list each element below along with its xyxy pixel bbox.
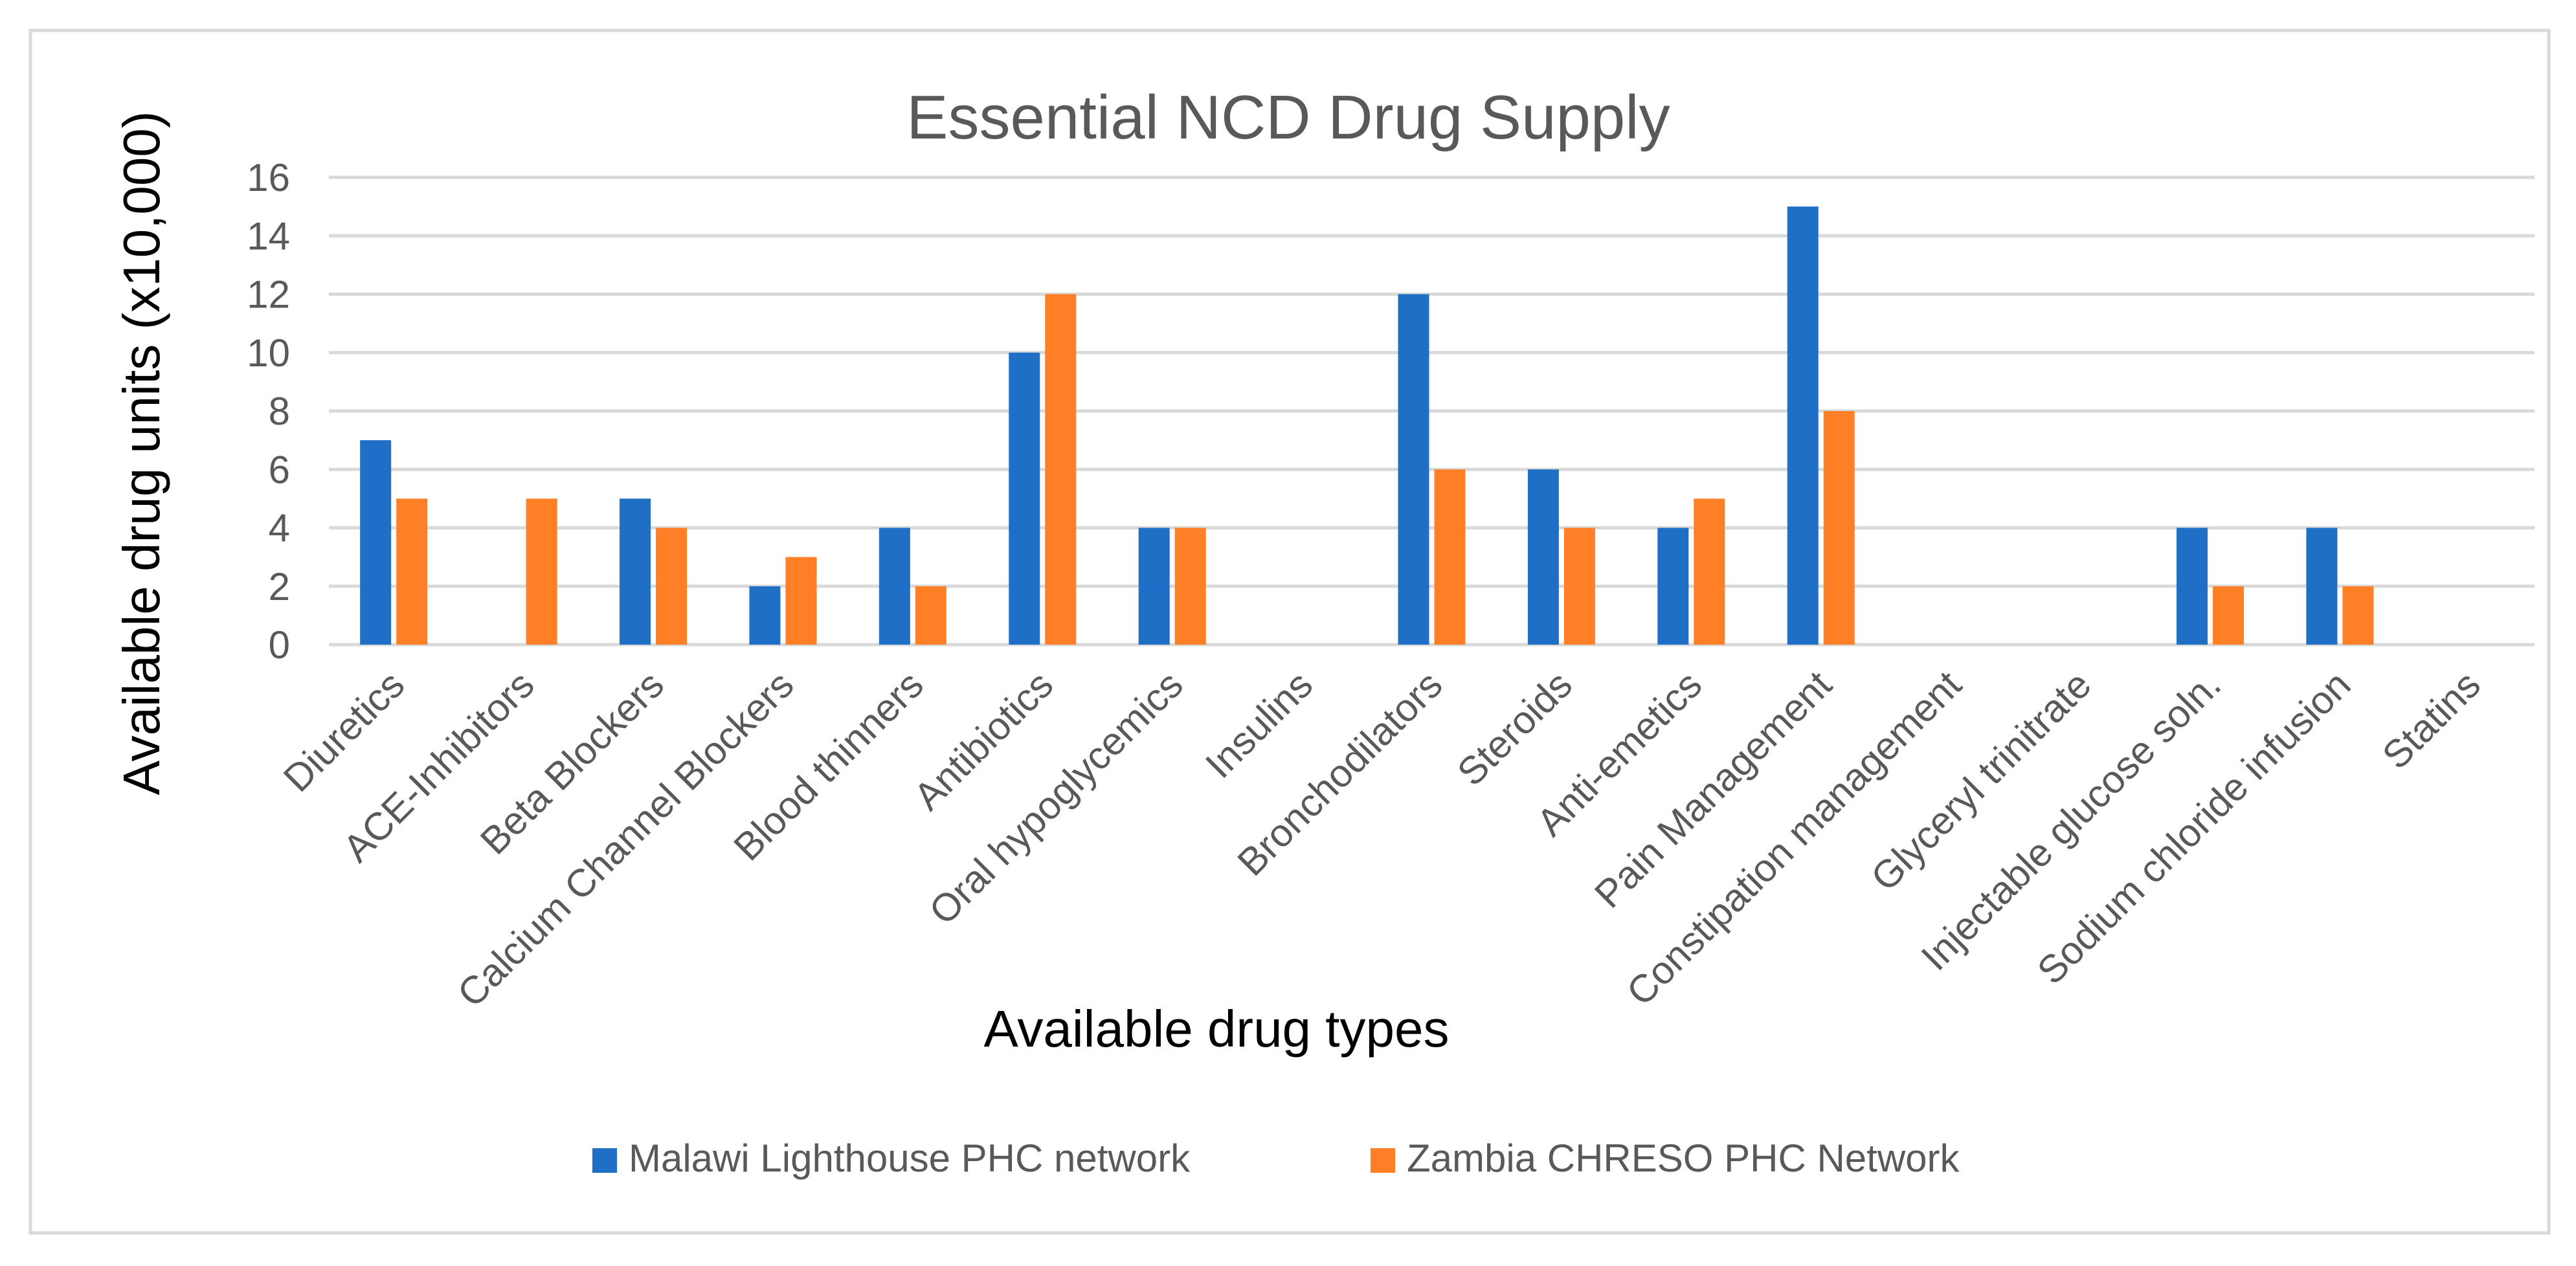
legend-swatch-zambia — [1371, 1148, 1395, 1173]
x-axis-title: Available drug types — [984, 1000, 1450, 1058]
y-axis-title: Available drug units (x10,000) — [113, 111, 170, 795]
legend-label-malawi: Malawi Lighthouse PHC network — [629, 1137, 1191, 1180]
bar-malawi — [1138, 528, 1170, 645]
bar-zambia — [1823, 411, 1855, 645]
y-tick-label: 0 — [269, 623, 290, 667]
bar-malawi — [879, 528, 910, 645]
legend: Malawi Lighthouse PHC network Zambia CHRE… — [592, 1137, 1960, 1180]
bar-zambia — [1434, 469, 1466, 645]
y-tick-label: 12 — [247, 273, 290, 316]
gridlines — [329, 175, 2535, 647]
bar-malawi — [1527, 469, 1559, 645]
bar-zambia — [396, 498, 428, 645]
bar-zambia — [1563, 528, 1595, 645]
y-tick-label: 8 — [269, 390, 290, 433]
y-tick-label: 16 — [247, 156, 290, 199]
y-tick-label: 2 — [269, 565, 290, 608]
bar-malawi — [1009, 352, 1040, 645]
y-tick-label: 10 — [247, 331, 290, 375]
bar-malawi — [1398, 294, 1429, 645]
bar-malawi — [749, 586, 781, 645]
bar-malawi — [1787, 206, 1819, 645]
bar-zambia — [1694, 498, 1725, 645]
y-tick-label: 6 — [269, 448, 290, 491]
y-tick-label: 14 — [247, 214, 290, 258]
bar-zambia — [915, 586, 946, 645]
chart-title: Essential NCD Drug Supply — [906, 83, 1670, 152]
bar-malawi — [1657, 528, 1689, 645]
bar-zambia — [656, 528, 688, 645]
legend-swatch-malawi — [592, 1148, 617, 1173]
bar-malawi — [2176, 528, 2208, 645]
bar-zambia — [1174, 528, 1206, 645]
y-tick-label: 4 — [269, 507, 290, 550]
y-axis-ticks: 0 2 4 6 8 10 12 14 16 — [247, 156, 290, 667]
bar-zambia — [1045, 294, 1077, 645]
chart-border — [28, 28, 2551, 1235]
legend-label-zambia: Zambia CHRESO PHC Network — [1407, 1137, 1960, 1180]
bar-zambia — [785, 557, 817, 645]
bar-malawi — [620, 498, 651, 645]
bar-malawi — [360, 440, 392, 645]
bar-zambia — [2342, 586, 2374, 645]
bars — [360, 206, 2374, 645]
bar-zambia — [2212, 586, 2244, 645]
bar-malawi — [2306, 528, 2338, 645]
bar-zambia — [526, 498, 557, 645]
